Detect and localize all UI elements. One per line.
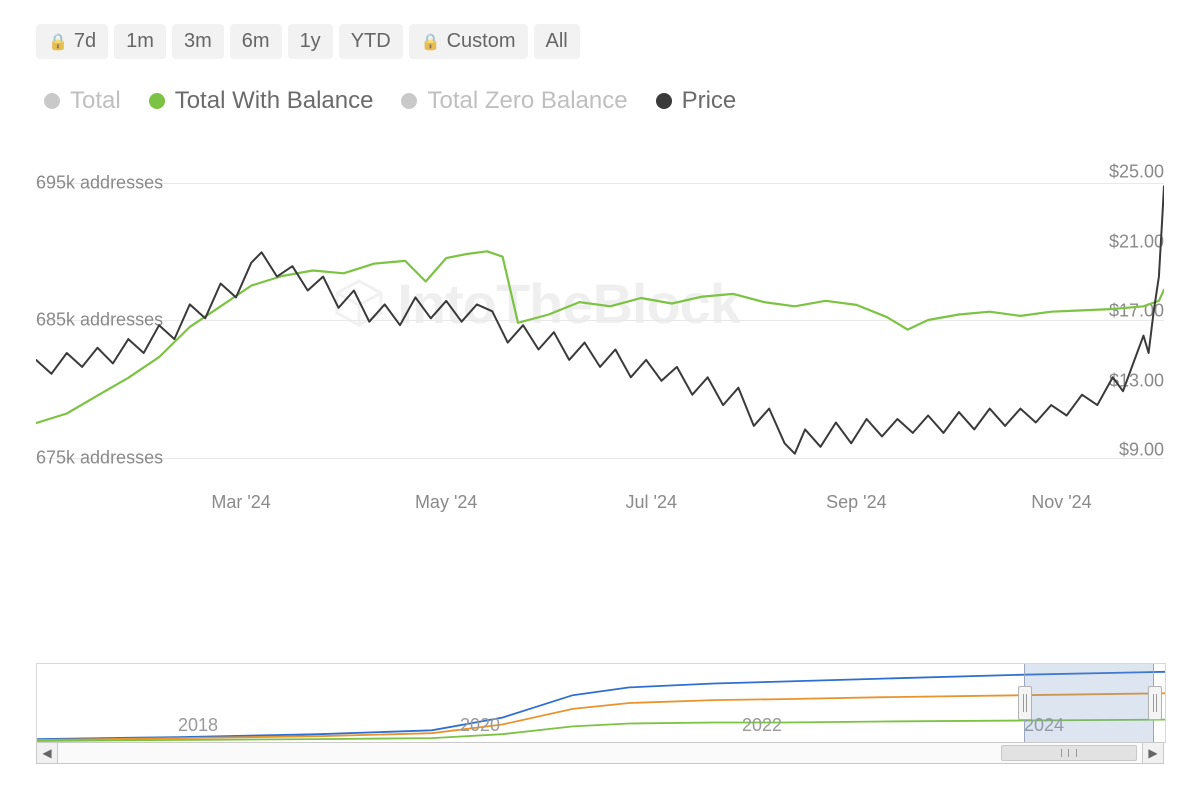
x-tick-label: May '24 bbox=[415, 492, 477, 513]
range-ytd-button[interactable]: YTD bbox=[339, 24, 403, 59]
range-label: YTD bbox=[351, 30, 391, 53]
navigator-scrollbar: ◀ ▶ bbox=[36, 743, 1164, 764]
nav-year-label: 2020 bbox=[460, 715, 500, 736]
range-label: 7d bbox=[74, 30, 96, 53]
lock-icon: 🔒 bbox=[421, 32, 441, 52]
legend-item-price[interactable]: Price bbox=[656, 87, 737, 115]
lock-icon: 🔒 bbox=[48, 32, 68, 52]
nav-handle-left[interactable] bbox=[1018, 686, 1032, 720]
legend-dot-icon bbox=[149, 93, 165, 109]
scroll-right-button[interactable]: ▶ bbox=[1142, 743, 1163, 763]
legend-label: Total Zero Balance bbox=[427, 87, 627, 115]
nav-selection[interactable] bbox=[1024, 664, 1154, 742]
range-6m-button[interactable]: 6m bbox=[230, 24, 282, 59]
legend-label: Total bbox=[70, 87, 121, 115]
navigator: 2018202020222024 ◀ ▶ bbox=[36, 663, 1164, 764]
range-all-button[interactable]: All bbox=[534, 24, 580, 59]
x-tick-label: Jul '24 bbox=[626, 492, 677, 513]
legend-item-total-zero-balance[interactable]: Total Zero Balance bbox=[401, 87, 627, 115]
legend-item-total-with-balance[interactable]: Total With Balance bbox=[149, 87, 374, 115]
chart-svg bbox=[36, 155, 1164, 485]
legend-dot-icon bbox=[401, 93, 417, 109]
time-range-row: 🔒 7d 1m 3m 6m 1y YTD 🔒 Custom All bbox=[36, 24, 1164, 59]
range-label: 1m bbox=[126, 30, 154, 53]
nav-year-label: 2022 bbox=[742, 715, 782, 736]
range-label: Custom bbox=[447, 30, 516, 53]
x-tick-label: Sep '24 bbox=[826, 492, 887, 513]
legend-dot-icon bbox=[656, 93, 672, 109]
range-3m-button[interactable]: 3m bbox=[172, 24, 224, 59]
chart-container: 🔒 7d 1m 3m 6m 1y YTD 🔒 Custom All Total Total With… bbox=[0, 0, 1200, 800]
series-total-with-balance bbox=[36, 251, 1164, 423]
nav-handle-right[interactable] bbox=[1148, 686, 1162, 720]
range-1m-button[interactable]: 1m bbox=[114, 24, 166, 59]
scroll-left-button[interactable]: ◀ bbox=[37, 743, 58, 763]
range-label: 3m bbox=[184, 30, 212, 53]
legend-label: Price bbox=[682, 87, 737, 115]
legend-item-total[interactable]: Total bbox=[44, 87, 121, 115]
range-7d-button[interactable]: 🔒 7d bbox=[36, 24, 108, 59]
legend-row: Total Total With Balance Total Zero Balanc… bbox=[36, 87, 1164, 115]
legend-dot-icon bbox=[44, 93, 60, 109]
range-label: 6m bbox=[242, 30, 270, 53]
series-price bbox=[36, 186, 1164, 453]
x-tick-label: Nov '24 bbox=[1031, 492, 1091, 513]
scroll-track[interactable] bbox=[58, 743, 1142, 763]
range-label: 1y bbox=[300, 30, 321, 53]
navigator-chart[interactable]: 2018202020222024 bbox=[36, 663, 1166, 743]
main-chart: IntoTheBlock 675k addresses685k addresse… bbox=[36, 155, 1164, 485]
nav-year-label: 2018 bbox=[178, 715, 218, 736]
range-1y-button[interactable]: 1y bbox=[288, 24, 333, 59]
range-custom-button[interactable]: 🔒 Custom bbox=[409, 24, 528, 59]
scroll-thumb[interactable] bbox=[1001, 745, 1137, 761]
x-tick-label: Mar '24 bbox=[211, 492, 270, 513]
legend-label: Total With Balance bbox=[175, 87, 374, 115]
range-label: All bbox=[546, 30, 568, 53]
